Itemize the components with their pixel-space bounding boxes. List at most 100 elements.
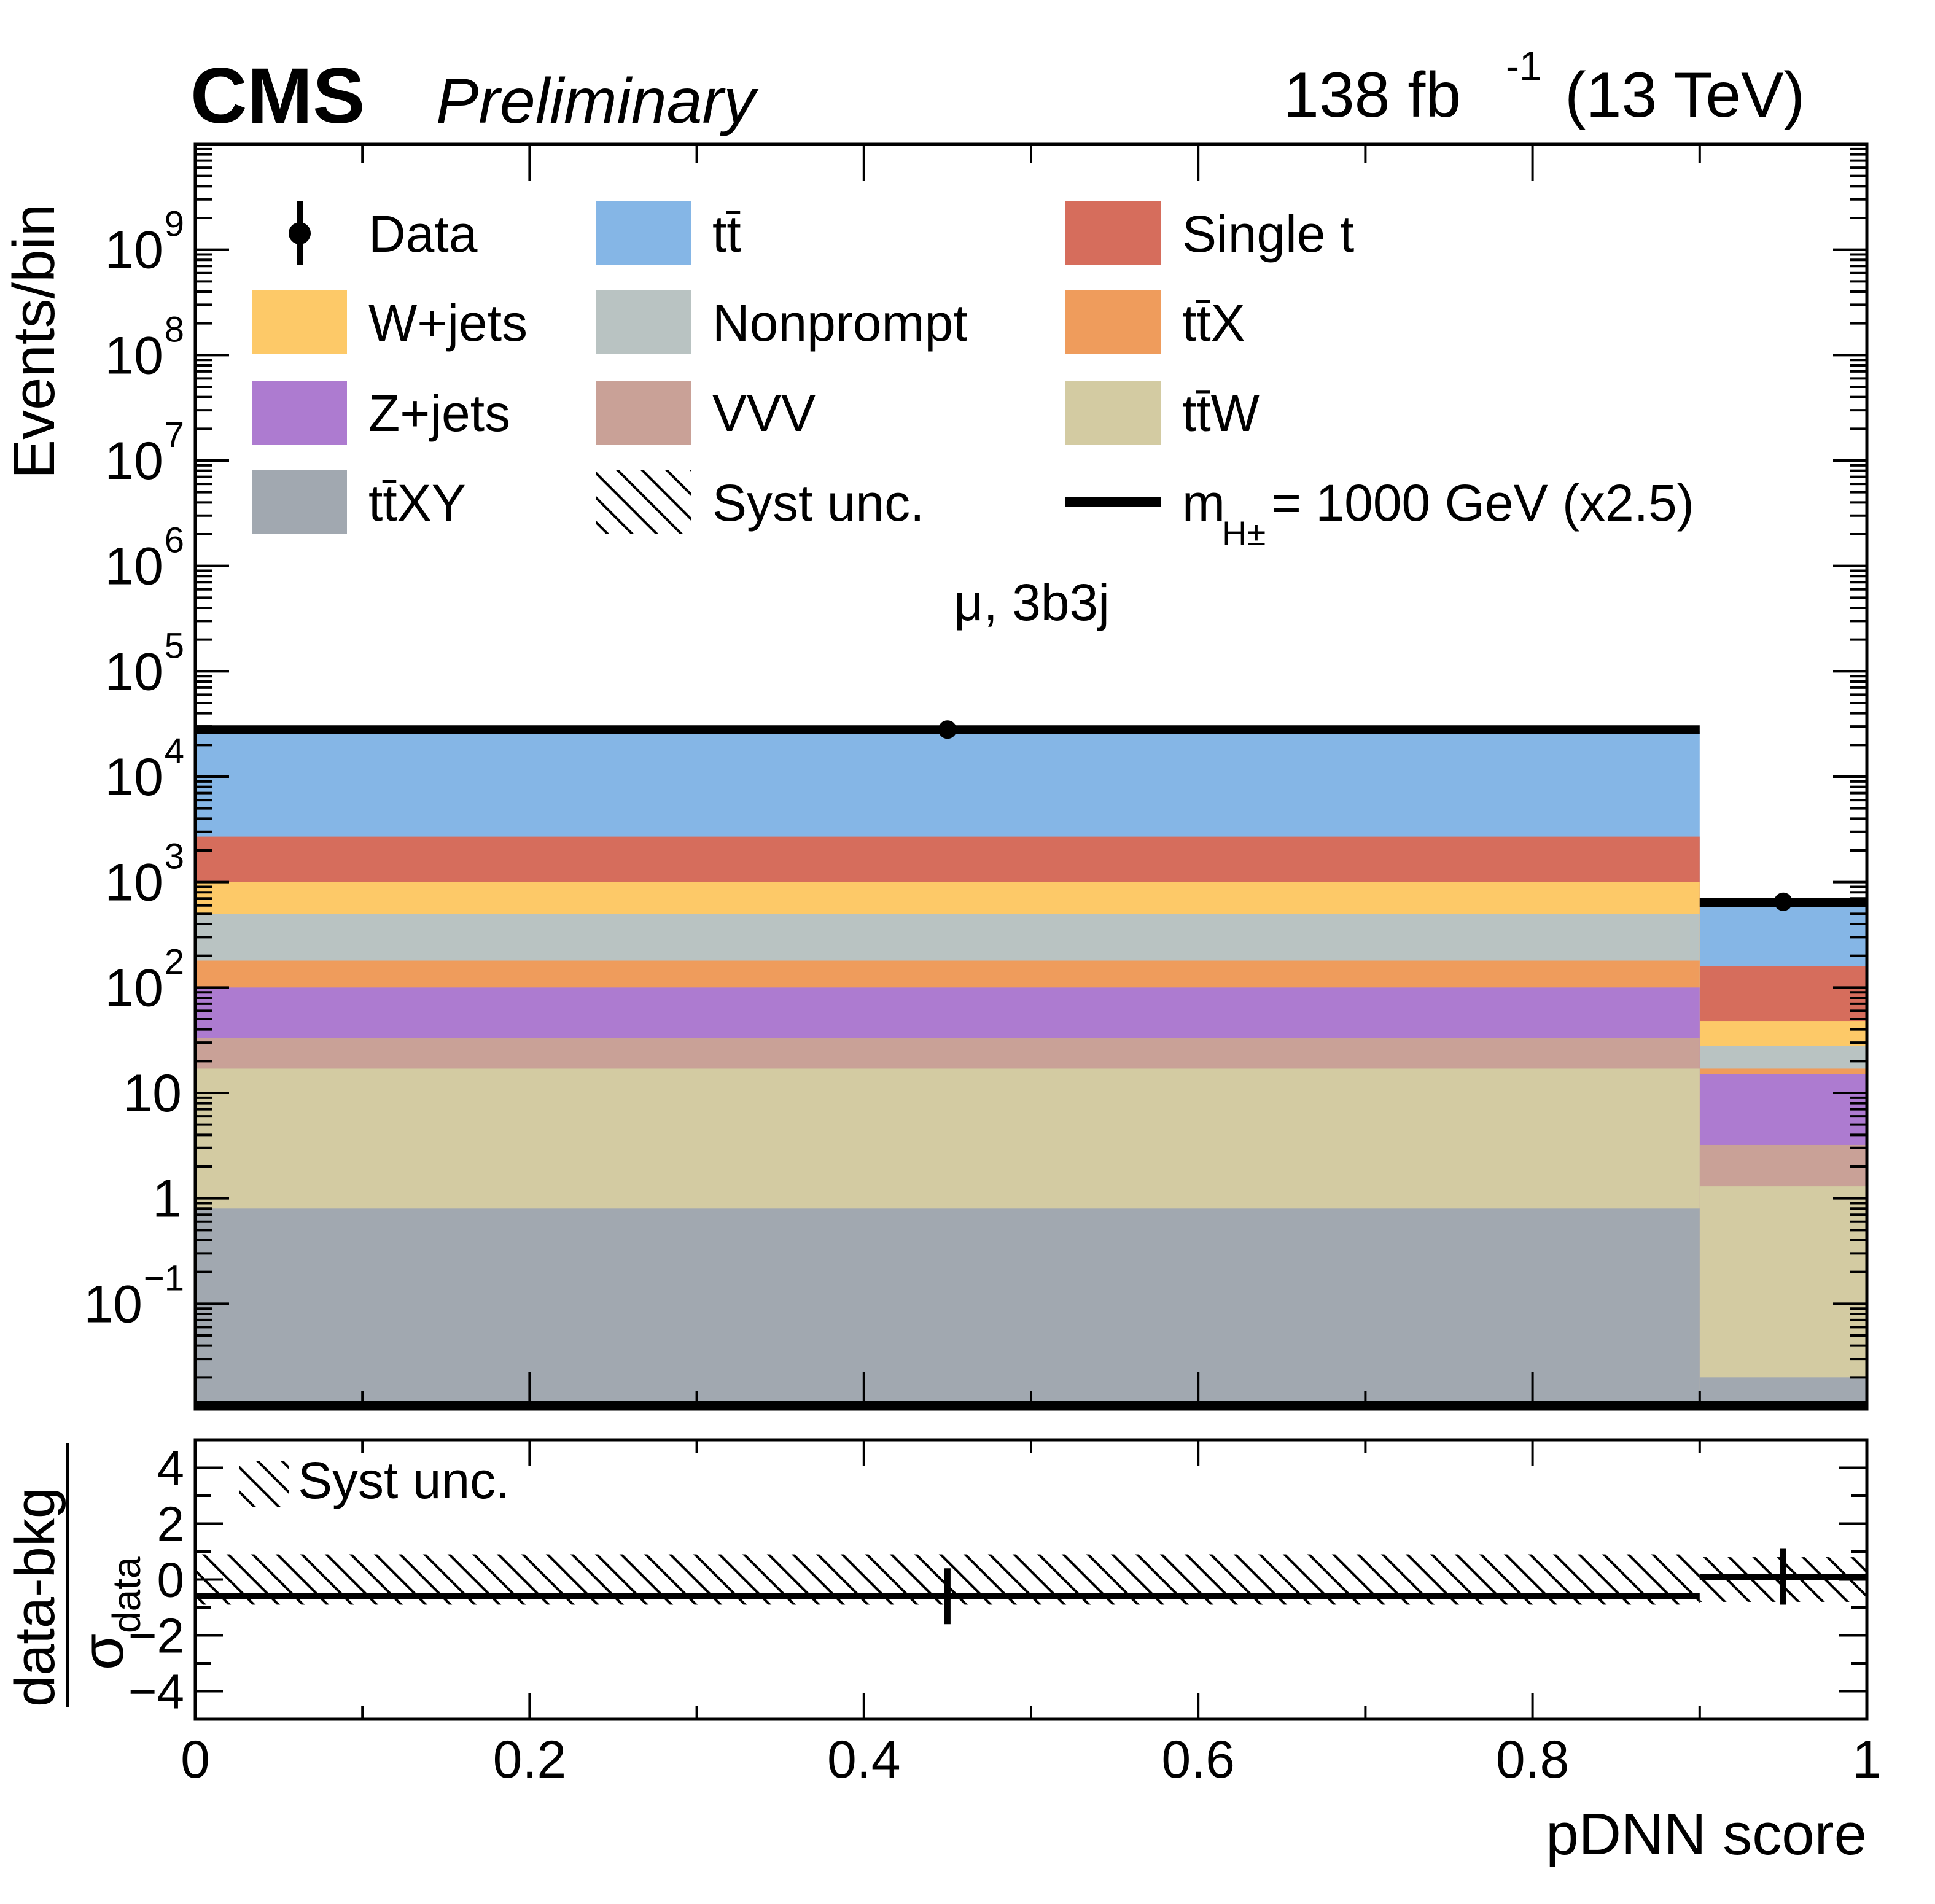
- x-tick-label: 0.6: [1161, 1730, 1235, 1789]
- y-tick-base: 10: [104, 326, 163, 385]
- ratio-y-tick-label: −4: [128, 1665, 184, 1719]
- ratio-y-tick-label: 4: [157, 1441, 185, 1496]
- legend-swatch: [1065, 381, 1161, 445]
- ratio-legend-hatch-swatch: [239, 1461, 289, 1507]
- legend-entry-single_t: Single t: [1065, 201, 1354, 265]
- x-tick-label: 0.8: [1496, 1730, 1570, 1789]
- y-tick-label: 10: [123, 1064, 182, 1123]
- legend-label: Nonprompt: [712, 294, 968, 352]
- ratio-y-denominator-sub: data: [104, 1556, 149, 1633]
- main-axis-ticks: [194, 144, 1868, 1719]
- x-tick-label: 0.2: [493, 1730, 567, 1789]
- legend-swatch: [1065, 290, 1161, 354]
- y-tick-label: 510: [104, 626, 184, 701]
- channel-label: μ, 3b3j: [954, 573, 1110, 631]
- legend-label: Z+jets: [368, 384, 510, 442]
- data-point-1: [1773, 892, 1793, 911]
- lumi-label: 138 fb -1 (13 TeV): [1283, 43, 1805, 131]
- y-tick-exponent: −1: [144, 1258, 184, 1298]
- data-point-0: [938, 720, 957, 739]
- y-tick-label: 1: [152, 1170, 182, 1229]
- ratio-y-numerator: data-bkg: [4, 1487, 66, 1707]
- x-tick-label: 0.4: [827, 1730, 901, 1789]
- ratio-axis-ticks: [195, 1466, 1867, 1693]
- y-tick-base: 10: [104, 221, 163, 280]
- x-tick-labels: 0 0.2 0.4 0.6 0.8 1: [181, 1730, 1882, 1789]
- lumi-exponent: -1: [1506, 43, 1542, 88]
- ratio-y-axis-title: data-bkg σ data: [4, 1443, 149, 1707]
- legend-label: Single t: [1182, 205, 1354, 263]
- y-tick-base: 10: [104, 748, 163, 807]
- y-tick-exponent: 9: [165, 204, 184, 244]
- y-tick-exponent: 8: [165, 309, 184, 349]
- y-tick-exponent: 7: [165, 415, 184, 455]
- legend-label-sub: H±: [1222, 514, 1266, 553]
- ratio-y-denominator: σ: [70, 1634, 136, 1670]
- y-tick-label: 210: [104, 942, 184, 1017]
- legend-label-rest: = 1000 GeV (x2.5): [1271, 474, 1694, 532]
- legend-label: tt̄W: [1182, 384, 1260, 442]
- y-tick-label: 710: [104, 415, 184, 491]
- y-tick-label: 310: [104, 837, 184, 912]
- legend-label: W+jets: [368, 294, 528, 352]
- legend-label: tt̄X: [1182, 294, 1245, 352]
- legend-entry-ttw: tt̄W: [1065, 381, 1260, 445]
- legend-entry-signal: mH± = 1000 GeV (x2.5): [1065, 474, 1694, 553]
- y-tick-exponent: 2: [165, 942, 184, 982]
- y-tick-base: 10: [123, 1064, 182, 1123]
- energy-label: (13 TeV): [1565, 60, 1805, 131]
- y-tick-base: 10: [104, 537, 163, 596]
- y-tick-exponent: 6: [165, 521, 184, 561]
- y-tick-exponent: 4: [165, 731, 184, 771]
- legend-entry-nonprompt: Nonprompt: [596, 290, 968, 354]
- legend-swatch-marker: [289, 222, 311, 244]
- legend-entry-vvv: VVV: [596, 381, 816, 445]
- x-axis-title: pDNN score: [1546, 1801, 1867, 1867]
- legend-label: m: [1182, 474, 1225, 532]
- y-tick-base: 10: [104, 642, 163, 701]
- y-tick-base: 1: [152, 1170, 182, 1229]
- y-tick-base: 10: [104, 432, 163, 491]
- legend-entry-wjets: W+jets: [252, 290, 528, 354]
- stack-histogram: [195, 731, 1867, 1409]
- legend-swatch: [252, 381, 347, 445]
- y-tick-exponent: 5: [165, 626, 184, 666]
- stack-bar-ttxy-bin0: [195, 1208, 1700, 1409]
- legend-label: tt̄XY: [368, 474, 466, 532]
- y-tick-label: 810: [104, 309, 184, 385]
- ratio-y-tick-label: −2: [128, 1609, 184, 1663]
- legend-entry-ttxy: tt̄XY: [252, 470, 466, 534]
- lumi-value: 138 fb: [1283, 60, 1461, 131]
- legend-label: tt̄: [712, 205, 741, 263]
- x-tick-label: 1: [1852, 1730, 1882, 1789]
- y-tick-exponent: 3: [165, 837, 184, 877]
- legend-label: VVV: [712, 384, 816, 442]
- y-tick-label: −110: [84, 1258, 184, 1334]
- legend-label: Syst unc.: [712, 474, 924, 532]
- legend-swatch: [252, 470, 347, 534]
- experiment-label: CMS: [190, 52, 365, 140]
- ratio-legend-label: Syst unc.: [298, 1451, 510, 1509]
- data-points: [938, 720, 1793, 911]
- legend: Data tt̄ Single t W+jets Nonprompt tt̄X Z+jets…: [252, 201, 1694, 553]
- legend-swatch-hatch: [596, 470, 691, 534]
- y-tick-label: 910: [104, 204, 184, 280]
- legend-entry-syst: Syst unc.: [596, 470, 924, 534]
- status-label: Preliminary: [436, 66, 759, 137]
- legend-entry-zjets: Z+jets: [252, 381, 510, 445]
- legend-entry-ttbar: tt̄: [596, 201, 741, 265]
- pull-points: [195, 1548, 1867, 1625]
- y-tick-label: 610: [104, 521, 184, 596]
- y-tick-label: 410: [104, 731, 184, 807]
- legend-swatch: [252, 290, 347, 354]
- y-tick-base: 10: [104, 853, 163, 912]
- legend-swatch: [596, 201, 691, 265]
- ratio-y-tick-label: 2: [157, 1497, 185, 1552]
- legend-label: Data: [368, 205, 478, 263]
- stack-bar-ttw-bin1: [1699, 1186, 1867, 1409]
- y-tick-base: 10: [84, 1275, 142, 1334]
- y-tick-base: 10: [104, 958, 163, 1017]
